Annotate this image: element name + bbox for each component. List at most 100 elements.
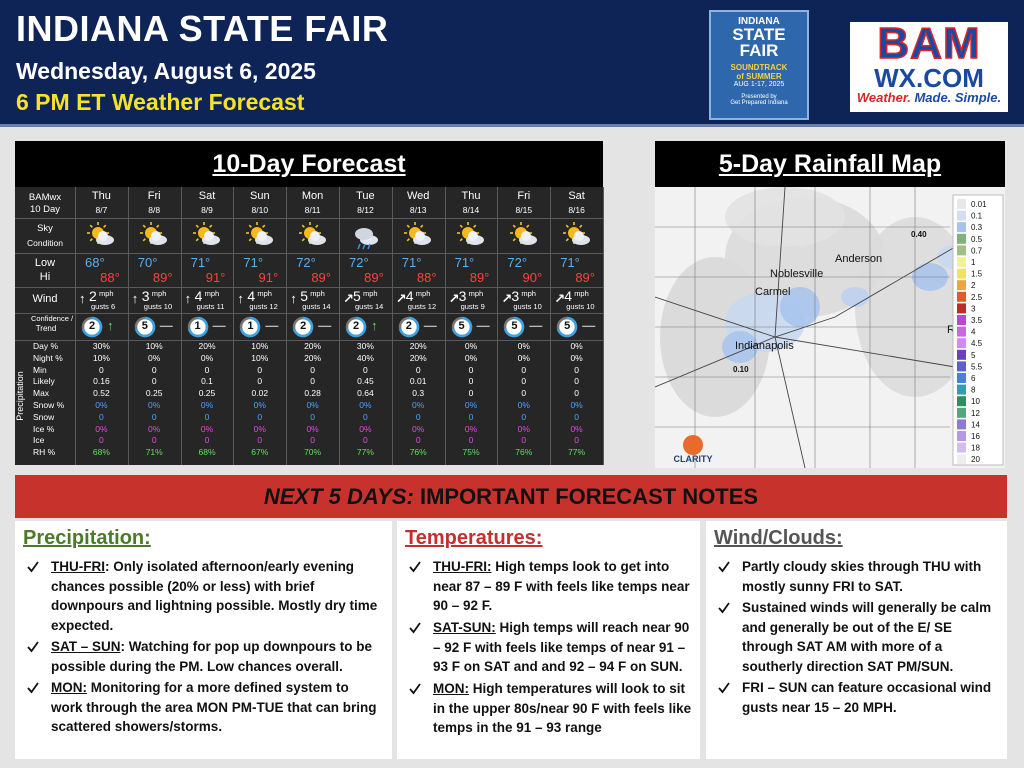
sun-ray — [156, 224, 160, 228]
precip-row-label: RH % — [33, 447, 56, 458]
precip-value: 0 — [204, 411, 210, 422]
precip-row-label: Night % — [33, 352, 63, 363]
corner-label: 10 Day — [29, 204, 61, 215]
precip-value: 0.25 — [198, 388, 216, 399]
precip-value: 0 — [151, 376, 157, 387]
legend-swatch — [957, 454, 966, 465]
sky-icon — [298, 222, 326, 245]
city-label: Noblesville — [770, 268, 823, 280]
legend-swatch — [957, 280, 966, 291]
confidence-value: 2 — [88, 320, 96, 332]
confidence-value: 5 — [141, 320, 148, 332]
low-temp: 68° — [85, 255, 105, 270]
wind-direction: ↑ — [237, 291, 244, 306]
confidence-ring — [240, 316, 261, 338]
confidence-ring — [345, 316, 367, 338]
wind-gusts: gusts 14 — [355, 302, 384, 311]
note-lead: MON: — [433, 681, 469, 696]
note-text: Partly cloudy skies through THU with mos… — [742, 559, 982, 594]
check-stroke — [718, 682, 730, 694]
credit-sun — [683, 435, 703, 455]
legend-label: 4.5 — [971, 339, 983, 348]
confidence-ring — [292, 316, 314, 338]
precip-value: 0% — [464, 341, 478, 351]
sun-ray — [261, 224, 266, 228]
precip-value: 0% — [517, 341, 530, 351]
precip-value: 40% — [356, 352, 374, 363]
low-temp: 72° — [296, 255, 316, 270]
rain — [362, 243, 367, 250]
note-text: FRI – SUN can feature occasional wind gu… — [742, 680, 992, 715]
sun-ray — [142, 224, 147, 228]
precip-value: 0 — [574, 376, 579, 387]
note-text: High temps look to get into near 87 – 89… — [433, 559, 690, 613]
day-name: Sat — [568, 190, 585, 202]
precip-value: 76% — [515, 447, 533, 458]
high-temp: 89° — [152, 270, 173, 285]
column-divider — [550, 187, 552, 465]
sun-ray — [90, 238, 94, 242]
bam-logo: BAM WX.COM Weather. Made. Simple. — [850, 21, 1008, 112]
legend-swatch — [957, 199, 966, 209]
precip-value: 0 — [468, 411, 474, 422]
precip-value: 0 — [257, 364, 263, 375]
row-divider — [15, 340, 603, 341]
note-text: : Only isolated afternoon/early evening … — [51, 559, 378, 633]
precip-value: 0% — [200, 423, 214, 434]
sky-icon — [562, 222, 590, 245]
precip-value: 0 — [257, 435, 263, 446]
banner-lead: NEXT 5 DAYS: — [263, 484, 414, 509]
precip-value: 0 — [151, 364, 157, 375]
sky-icon — [193, 222, 220, 245]
banner-text: IMPORTANT FORECAST NOTES — [419, 484, 759, 509]
row-divider — [15, 253, 603, 254]
precip-value: 0 — [574, 435, 579, 446]
column-divider — [444, 187, 446, 465]
sun-ray — [248, 238, 252, 242]
precip-value: 0% — [253, 423, 266, 434]
day-date: 8/9 — [201, 205, 213, 215]
legend-swatch — [957, 315, 966, 325]
legend-swatch — [957, 442, 966, 453]
legend-label: 1 — [971, 258, 976, 267]
trend: — — [423, 318, 437, 333]
precip-value: 68% — [92, 447, 110, 458]
forecast-table: BAMwx 10 Day Sky Condition Low Hi Wind Confiden… — [15, 187, 604, 465]
precip-row-label: Day % — [33, 341, 59, 351]
cloud — [355, 228, 374, 240]
wind-speed: 3 — [458, 288, 467, 304]
sun-ray — [459, 224, 463, 228]
wind-direction: ↑ — [184, 291, 192, 306]
fair-logo-line: INDIANA — [738, 16, 780, 27]
precip-value: 0 — [363, 364, 368, 375]
precip-value: 10% — [251, 341, 269, 351]
legend-swatch — [957, 222, 966, 233]
confidence-ring — [187, 316, 208, 338]
precip-value: 20% — [304, 341, 322, 351]
low-temp: 71° — [243, 255, 264, 270]
row-label: Wind — [32, 293, 58, 305]
precip-value: 0% — [517, 423, 530, 434]
precip-value: 0 — [521, 364, 527, 375]
sun-ray — [195, 238, 199, 242]
legend-swatch — [957, 396, 966, 407]
notes-column: Wind/Clouds: Partly cloudy skies through … — [706, 521, 1007, 759]
wind-speed: 3 — [511, 288, 520, 304]
precip-value: 0 — [468, 435, 474, 446]
precip-value: 70% — [304, 447, 322, 458]
high-temp: 89° — [575, 270, 595, 285]
notes-heading: Precipitation: — [23, 527, 151, 549]
sun-ray — [301, 224, 305, 228]
note-item: Partly cloudy skies through THU with mos… — [742, 557, 999, 596]
fair-logo-tagline: of SUMMER — [736, 72, 782, 81]
legend-swatch — [957, 210, 966, 221]
cloud — [520, 231, 531, 241]
wind-gusts: gusts 14 — [302, 302, 331, 311]
trend: — — [476, 318, 490, 333]
sun-ray — [512, 238, 516, 242]
precip-row-label: Likely — [33, 376, 55, 387]
precip-value: 0% — [570, 341, 583, 351]
row-divider — [15, 313, 603, 314]
column-divider — [497, 187, 499, 465]
sun-ray — [512, 224, 516, 228]
